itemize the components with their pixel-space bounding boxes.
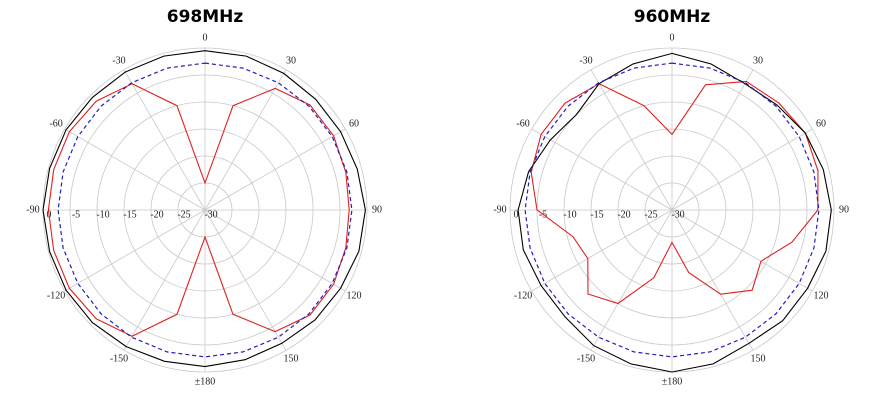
angle-label: -30 xyxy=(579,55,592,66)
grid-ring xyxy=(150,155,260,265)
r-tick-label: -25 xyxy=(177,209,190,220)
angle-label: 90 xyxy=(372,204,382,215)
angle-label: ±180 xyxy=(195,376,216,387)
grid-ring xyxy=(590,128,754,292)
angle-label: -150 xyxy=(577,353,595,364)
grid-ring xyxy=(123,128,287,292)
r-tick-label: -10 xyxy=(563,209,576,220)
pattern-line xyxy=(517,52,832,373)
grid-ring xyxy=(617,155,727,265)
r-tick-label: -30 xyxy=(671,209,684,220)
angle-label: -150 xyxy=(110,353,128,364)
r-tick-label: -10 xyxy=(96,209,109,220)
pattern-line xyxy=(42,50,366,368)
angle-label: 30 xyxy=(286,55,296,66)
pattern-line xyxy=(57,62,353,358)
angle-label: 60 xyxy=(816,118,826,129)
angle-label: -60 xyxy=(516,118,529,129)
chart-title: 960MHz xyxy=(634,7,711,27)
r-tick-label: -5 xyxy=(72,209,80,220)
grid-ring xyxy=(563,101,781,319)
angle-label: 90 xyxy=(839,204,849,215)
pattern-line xyxy=(524,62,820,358)
angle-label: -120 xyxy=(514,290,532,301)
r-tick-label: -15 xyxy=(590,209,603,220)
angle-label: 150 xyxy=(284,353,299,364)
angle-label: 120 xyxy=(813,290,828,301)
grid-ring xyxy=(644,182,700,238)
r-tick-label: -15 xyxy=(123,209,136,220)
angle-label: 150 xyxy=(751,353,766,364)
grid-ring xyxy=(69,74,341,346)
angle-label: 120 xyxy=(346,290,361,301)
angle-label: -60 xyxy=(49,118,62,129)
pattern-line xyxy=(530,80,819,305)
pattern-line xyxy=(47,83,350,337)
r-tick-label: -30 xyxy=(204,209,217,220)
r-tick-label: -20 xyxy=(150,209,163,220)
grid-ring xyxy=(96,101,314,319)
r-tick-label: -20 xyxy=(617,209,630,220)
angle-label: 0 xyxy=(670,32,675,43)
angle-label: 60 xyxy=(349,118,359,129)
angle-label: 0 xyxy=(203,32,208,43)
angle-label: -90 xyxy=(26,204,39,215)
angle-label: ±180 xyxy=(662,376,683,387)
r-tick-label: -25 xyxy=(644,209,657,220)
r-tick-label: 0 xyxy=(514,209,519,220)
angle-label: -90 xyxy=(493,204,506,215)
angle-label: 30 xyxy=(753,55,763,66)
chart-title: 698MHz xyxy=(167,7,244,27)
angle-label: -120 xyxy=(47,290,65,301)
angle-label: -30 xyxy=(112,55,125,66)
